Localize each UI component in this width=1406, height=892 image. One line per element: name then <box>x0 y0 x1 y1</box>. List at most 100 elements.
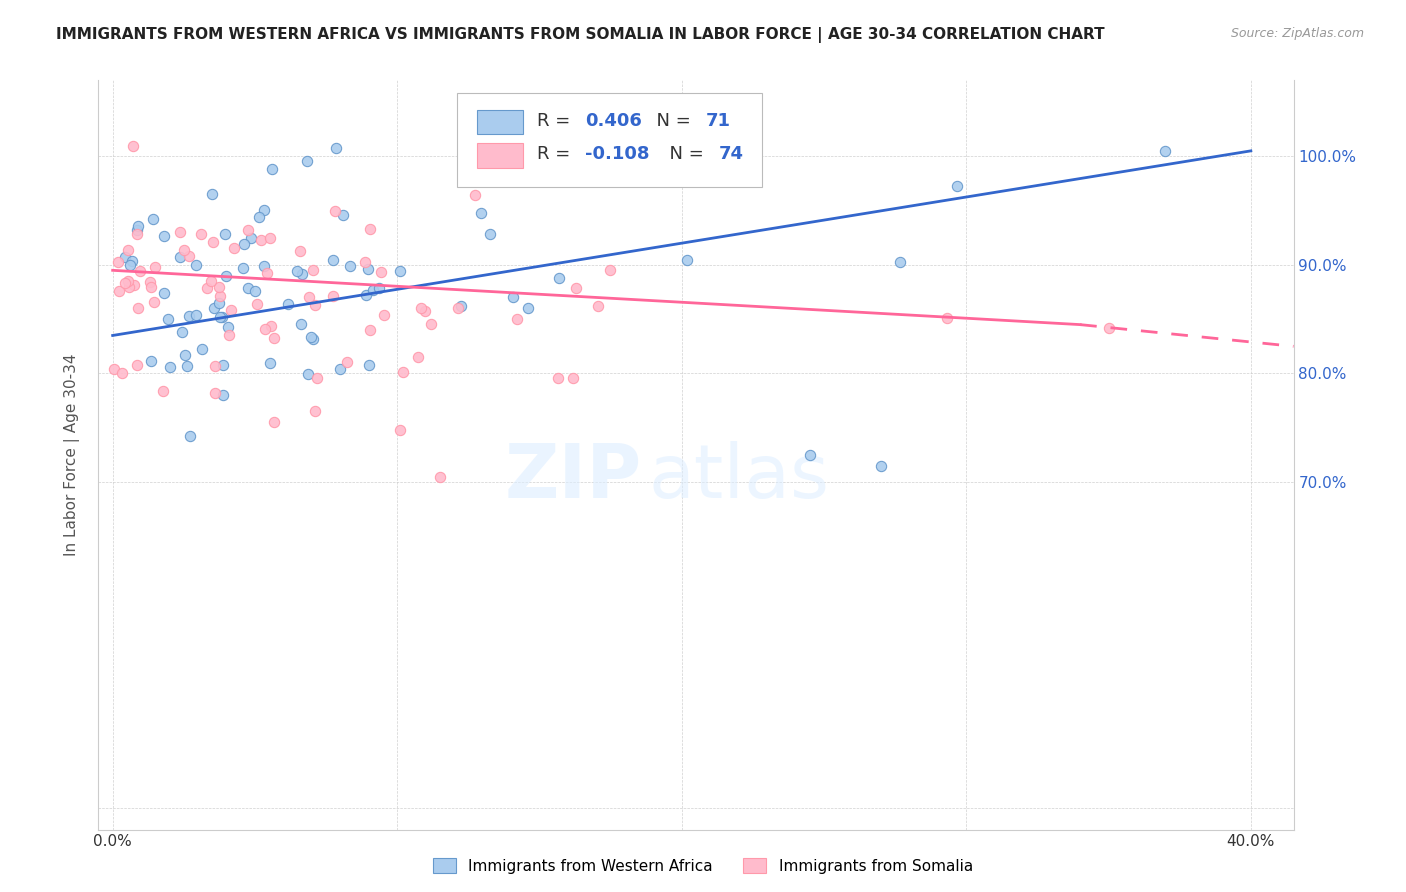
Point <box>143 295 166 310</box>
Point <box>177 249 200 263</box>
Point <box>153 229 176 244</box>
Point <box>357 262 380 277</box>
Point <box>215 268 238 283</box>
Point <box>676 252 699 267</box>
Point <box>561 370 583 384</box>
Point <box>121 253 143 268</box>
Point <box>253 203 276 218</box>
Point <box>354 287 377 301</box>
Point <box>388 264 411 278</box>
Legend: Immigrants from Western Africa, Immigrants from Somalia: Immigrants from Western Africa, Immigran… <box>427 852 979 880</box>
Point <box>107 284 129 298</box>
Point <box>305 370 328 384</box>
Point <box>159 359 181 374</box>
Point <box>217 320 239 334</box>
Point <box>304 298 326 312</box>
Point <box>103 361 125 376</box>
Point <box>201 187 224 202</box>
Point <box>406 351 429 365</box>
Point <box>169 251 191 265</box>
Point <box>392 365 415 379</box>
Point <box>107 255 129 269</box>
Point <box>186 308 208 322</box>
Point <box>361 283 384 297</box>
Text: R =: R = <box>537 112 576 129</box>
Point <box>304 404 326 418</box>
Point <box>429 469 451 483</box>
Point <box>936 310 959 325</box>
FancyBboxPatch shape <box>457 93 762 186</box>
Point <box>1154 144 1177 158</box>
Point <box>297 367 319 381</box>
Point <box>586 299 609 313</box>
Point <box>117 243 139 257</box>
Point <box>373 308 395 322</box>
Point <box>240 231 263 245</box>
Point <box>447 301 470 315</box>
Text: atlas: atlas <box>648 441 830 514</box>
Point <box>259 356 281 370</box>
Point <box>302 332 325 346</box>
Point <box>945 178 967 193</box>
Point <box>202 301 225 315</box>
Point <box>336 355 359 369</box>
Point <box>190 227 212 242</box>
Point <box>127 223 149 237</box>
Point <box>322 253 344 268</box>
Point <box>139 279 162 293</box>
Point <box>209 310 232 324</box>
Point <box>329 361 352 376</box>
Point <box>256 266 278 280</box>
Point <box>413 304 436 318</box>
Point <box>259 231 281 245</box>
Point <box>233 236 256 251</box>
Point <box>1097 321 1119 335</box>
Point <box>502 290 524 304</box>
Point <box>870 458 893 473</box>
Point <box>470 206 492 220</box>
Text: ZIP: ZIP <box>505 441 643 514</box>
Point <box>285 264 308 278</box>
Point <box>464 187 486 202</box>
Point <box>125 359 148 373</box>
Point <box>247 210 270 224</box>
Point <box>232 261 254 276</box>
Point <box>799 448 821 462</box>
Point <box>262 161 284 176</box>
Point <box>323 204 346 219</box>
Point <box>211 310 233 324</box>
Point <box>208 280 231 294</box>
Point <box>506 312 529 326</box>
Point <box>354 255 377 269</box>
Point <box>200 274 222 288</box>
Point <box>212 358 235 372</box>
Point <box>290 317 312 331</box>
Point <box>170 325 193 339</box>
Point <box>246 297 269 311</box>
Point <box>177 309 200 323</box>
Point <box>263 416 285 430</box>
Text: Source: ZipAtlas.com: Source: ZipAtlas.com <box>1230 27 1364 40</box>
Point <box>368 280 391 294</box>
Point <box>236 223 259 237</box>
Point <box>127 219 149 234</box>
Point <box>173 244 195 258</box>
Point <box>263 331 285 345</box>
Point <box>212 388 235 402</box>
Point <box>179 428 201 442</box>
Text: R =: R = <box>537 145 576 163</box>
Point <box>450 300 472 314</box>
Point <box>201 235 224 249</box>
Point <box>259 319 281 334</box>
Text: -0.108: -0.108 <box>585 145 650 163</box>
Bar <box>477 110 523 134</box>
Point <box>121 139 143 153</box>
Point <box>547 271 569 285</box>
Text: N =: N = <box>644 112 696 129</box>
Point <box>195 281 218 295</box>
Point <box>208 289 231 303</box>
Point <box>142 211 165 226</box>
Point <box>118 259 141 273</box>
Bar <box>477 144 523 168</box>
Point <box>547 370 569 384</box>
